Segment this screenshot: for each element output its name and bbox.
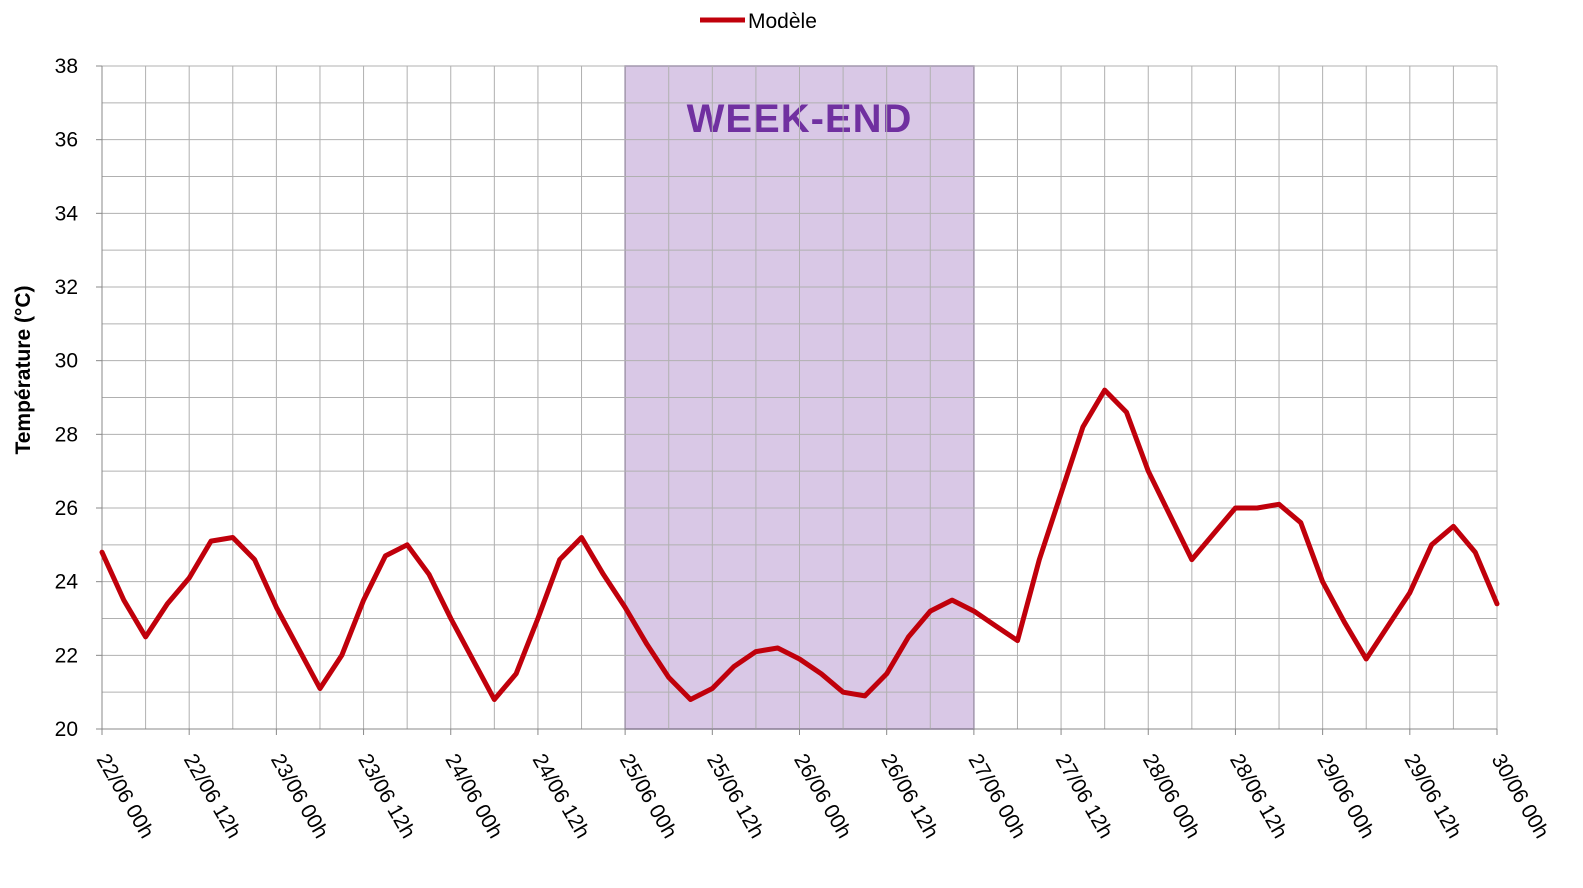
y-tick-label: 24	[55, 571, 79, 594]
x-tick-label: 24/06 00h	[440, 750, 507, 842]
x-tick-label: 23/06 00h	[266, 750, 333, 842]
y-tick-label: 30	[55, 350, 78, 373]
y-tick-label: 38	[55, 55, 78, 78]
x-tick-label: 22/06 00h	[92, 750, 159, 842]
y-tick-label: 28	[55, 423, 78, 446]
y-tick-label: 34	[55, 202, 79, 225]
x-tick-label: 24/06 12h	[528, 750, 595, 842]
x-tick-label: 29/06 12h	[1399, 750, 1466, 842]
x-tick-label: 29/06 00h	[1312, 750, 1379, 842]
legend-label: Modèle	[748, 10, 817, 33]
x-tick-label: 26/06 12h	[876, 750, 943, 842]
x-tick-label: 27/06 00h	[964, 750, 1031, 842]
y-tick-label: 36	[55, 129, 78, 152]
x-tick-label: 23/06 12h	[353, 750, 420, 842]
x-tick-label: 27/06 12h	[1051, 750, 1118, 842]
x-tick-label: 25/06 12h	[702, 750, 769, 842]
x-tick-label: 30/06 00h	[1487, 750, 1554, 842]
y-tick-label: 32	[55, 276, 78, 299]
x-tick-label: 25/06 00h	[615, 750, 682, 842]
x-tick-label: 22/06 12h	[179, 750, 246, 842]
y-tick-label: 22	[55, 644, 78, 667]
x-tick-label: 28/06 12h	[1225, 750, 1292, 842]
x-tick-label: 26/06 00h	[789, 750, 856, 842]
y-tick-label: 20	[55, 718, 78, 741]
y-axis-label: Température (°C)	[12, 285, 35, 454]
series-line	[99, 387, 1500, 702]
y-tick-label: 26	[55, 497, 78, 520]
x-tick-label: 28/06 00h	[1138, 750, 1205, 842]
